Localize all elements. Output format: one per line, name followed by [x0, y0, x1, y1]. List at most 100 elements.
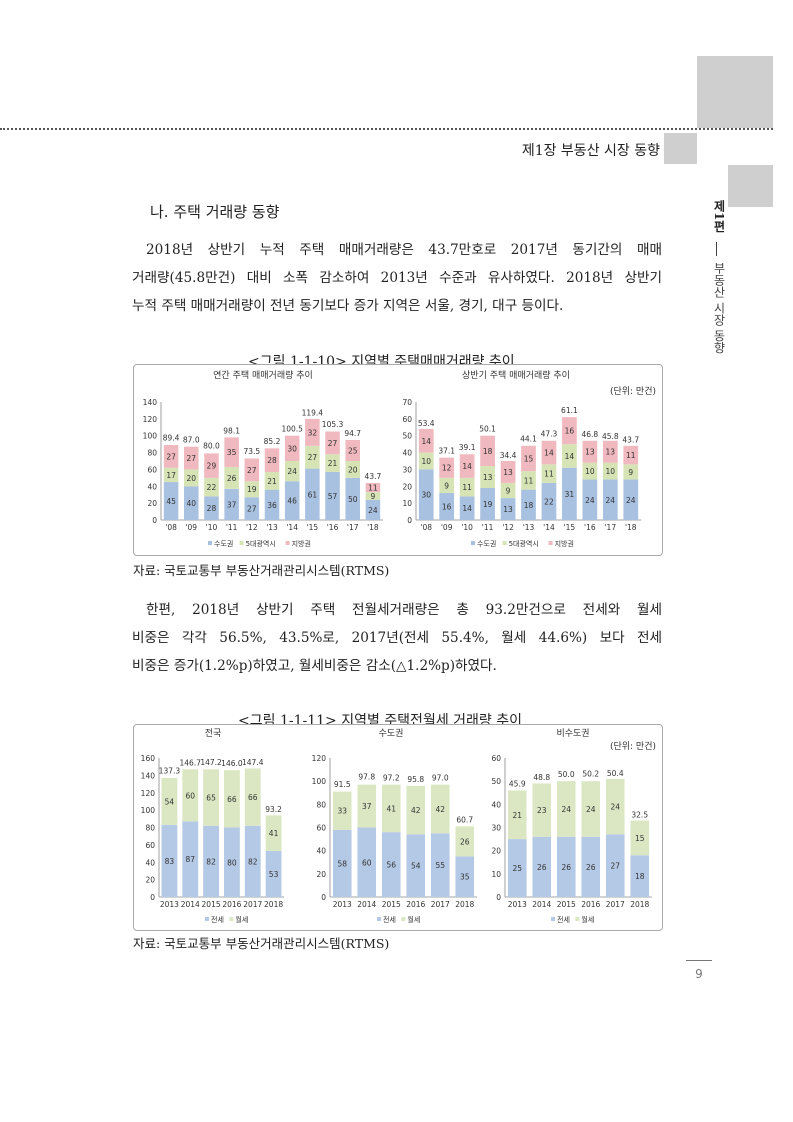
chart-1-bar-1-2 [459, 477, 475, 497]
chart-0-data-label-0-7: 61 [308, 490, 318, 499]
chart-2-data-label-0-1: 87 [185, 855, 195, 864]
chart-4-total-label-5: 32.5 [631, 811, 648, 820]
chapter-header: 제1장 부동산 시장 동향 [521, 143, 660, 159]
chart-1-xtick-9: '17 [605, 523, 617, 532]
chart-3-bar-1-3 [406, 785, 426, 835]
chart-0-ytick-2: 40 [147, 482, 157, 491]
chart-4-total-label-4: 50.4 [607, 769, 624, 778]
chart-0-data-label-1-3: 26 [227, 474, 237, 483]
chart-2-bar-1-5 [265, 815, 282, 851]
section-heading: 나. 주택 거래량 동향 [150, 203, 280, 221]
chart-0-data-label-2-2: 29 [207, 462, 217, 471]
chart-1-ytick-5: 50 [402, 432, 412, 441]
chart-1-data-label-0-6: 22 [544, 497, 554, 506]
chart-4-bar-1-0 [507, 790, 527, 840]
figure-1-source: 자료: 국토교통부 부동산거래관리시스템(RTMS) [133, 563, 390, 578]
chart-0-ytick-7: 140 [143, 398, 158, 407]
chart-1-bar-2-3 [480, 435, 495, 467]
chart-1-bar-1-1 [439, 477, 455, 494]
chart-4-xtick-2: 2015 [557, 900, 576, 909]
chart-4-bar-1-4 [605, 778, 625, 835]
chart-2-title: 전국 [205, 728, 222, 739]
chart-0-title: 연간 주택 매매거래량 추이 [213, 369, 313, 381]
chart-3-ytick-5: 100 [312, 777, 327, 786]
chart-1-data-label-2-8: 13 [585, 448, 595, 457]
chart-0-data-label-2-4: 27 [247, 466, 257, 475]
chart-4-legend-label-0: 전세 [557, 915, 570, 924]
chart-0-total-label-4: 73.5 [243, 447, 260, 456]
chart-4-ytick-6: 60 [491, 754, 501, 763]
chart-2-bar-1-0 [161, 777, 178, 825]
chart-3-data-label-0-1: 60 [362, 858, 372, 867]
chart-1-data-label-0-2: 14 [462, 504, 472, 513]
chart-0-bar-0-7 [305, 468, 320, 520]
chart-4-data-label-1-3: 24 [586, 805, 596, 814]
chart-3-data-label-0-2: 56 [386, 861, 396, 870]
chart-0-data-label-1-9: 20 [348, 465, 358, 474]
chart-0-data-label-1-1: 20 [186, 474, 196, 483]
chart-1-ytick-3: 30 [402, 465, 412, 474]
chart-4-total-label-2: 50.0 [558, 770, 575, 779]
chart-2-total-label-0: 137.3 [159, 767, 181, 776]
chart-1-data-label-0-4: 13 [503, 505, 513, 514]
chart-0-data-label-1-5: 21 [267, 477, 277, 486]
chart-0-xtick-6: '14 [286, 523, 298, 532]
chart-2-total-label-1: 146.7 [180, 759, 202, 768]
chart-1-xtick-4: '12 [502, 523, 514, 532]
chart-1-data-label-0-5: 18 [524, 501, 534, 510]
chart-3-bar-1-5 [455, 826, 475, 857]
paragraph-2-line-1: 한편, 2018년 상반기 주택 전월세거래량은 총 93.2만건으로 전세와 … [146, 602, 662, 618]
chart-3-ytick-3: 60 [316, 824, 326, 833]
figure-1-charts: 연간 주택 매매거래량 추이02040608010012014045172789… [143, 369, 656, 548]
chart-0-bar-1-6 [284, 461, 300, 482]
chart-1-data-label-2-7: 16 [565, 427, 575, 436]
chart-4-ytick-1: 10 [491, 870, 501, 879]
chart-3-xtick-5: 2018 [455, 900, 474, 909]
chart-3-legend-label-1: 월세 [407, 915, 420, 924]
chart-3-title: 수도권 [379, 727, 404, 739]
chart-1-ytick-0: 0 [407, 516, 412, 525]
chart-0-data-label-2-9: 25 [348, 446, 358, 455]
chart-4-bar-1-1 [532, 783, 552, 837]
chart-2-bar-0-5 [265, 850, 282, 897]
chart-1-ytick-4: 40 [402, 449, 412, 458]
chart-0-bar-2-0 [163, 444, 179, 468]
chart-1-data-label-2-3: 18 [483, 447, 493, 456]
paragraph-1-line-2: 거래량(45.8만건) 대비 소폭 감소하여 2013년 수준과 유사하였다. … [132, 270, 662, 286]
paragraph-1: 2018년 상반기 누적 주택 매매거래량은 43.7만호로 2017년 동기간… [132, 236, 662, 320]
chart-1-ytick-6: 60 [402, 415, 412, 424]
chart-3-data-label-0-5: 35 [460, 873, 470, 882]
chart-1-bar-1-3 [480, 466, 495, 488]
chart-1-xtick-3: '11 [482, 523, 494, 532]
chart-0-legend-swatch-2 [285, 541, 290, 545]
chart-4-title: 비수도권 [556, 727, 589, 739]
chart-0-data-label-1-2: 22 [207, 483, 217, 492]
chart-1-xtick-8: '16 [584, 523, 596, 532]
chart-2-data-label-1-0: 54 [165, 797, 175, 806]
chart-1-total-label-4: 34.4 [500, 451, 517, 460]
chart-3-ytick-2: 40 [316, 847, 326, 856]
chart-4-xtick-5: 2018 [630, 900, 649, 909]
chart-0-bar-0-6 [284, 481, 300, 520]
figure-2-unit: (단위: 만건) [610, 741, 656, 752]
chart-0-bar-1-1 [184, 469, 199, 487]
chart-1-title: 상반기 주택 매매거래량 추이 [462, 369, 570, 381]
chart-0-data-label-0-2: 28 [207, 504, 217, 513]
chart-4-data-label-0-3: 26 [586, 863, 596, 872]
chart-1-data-label-2-2: 14 [462, 462, 472, 471]
chart-1-bar-1-0 [418, 452, 434, 470]
chart-4-xtick-0: 2013 [508, 900, 527, 909]
chart-0-data-label-1-4: 19 [247, 485, 257, 494]
chart-1-data-label-2-5: 15 [524, 454, 534, 463]
chart-2-ytick-4: 80 [145, 824, 155, 833]
chart-0-data-label-0-1: 40 [186, 499, 196, 508]
chart-1-data-label-0-8: 24 [585, 496, 595, 505]
chart-0-bar-1-8 [325, 454, 340, 472]
chart-1-legend-swatch-1 [502, 541, 507, 545]
chart-4-ytick-5: 50 [491, 777, 501, 786]
chart-1-legend-label-0: 수도권 [477, 540, 496, 548]
chart-1-data-label-1-7: 14 [565, 452, 575, 461]
chart-1-bar-2-4 [500, 461, 516, 483]
chart-0-data-label-0-3: 37 [227, 500, 237, 509]
chart-0-ytick-5: 100 [143, 432, 158, 441]
